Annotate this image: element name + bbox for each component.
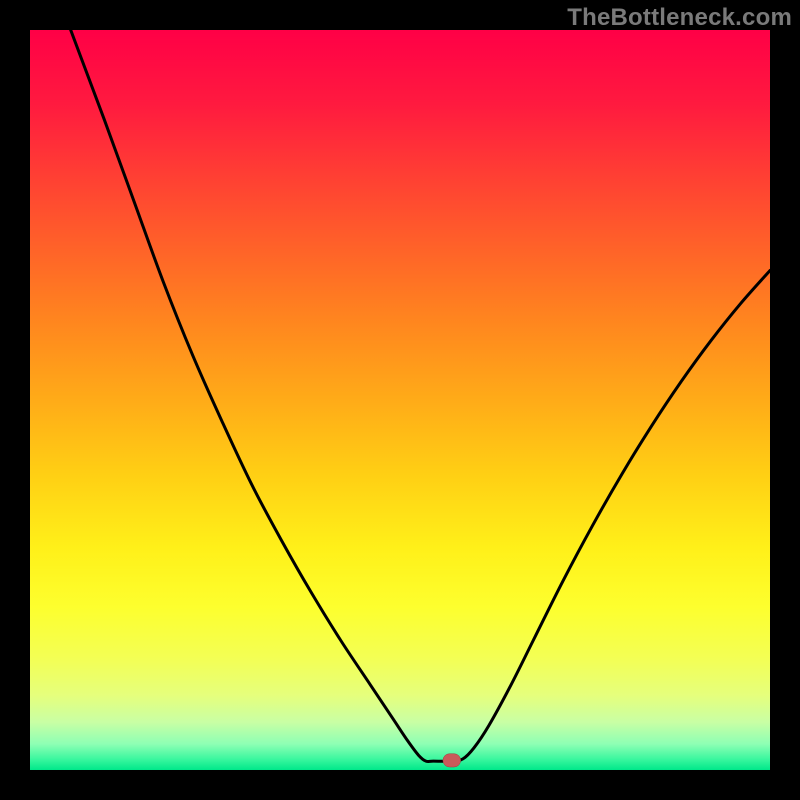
plot-area — [30, 30, 770, 770]
plot-svg — [30, 30, 770, 770]
bottleneck-chart: TheBottleneck.com — [0, 0, 800, 800]
gradient-background — [30, 30, 770, 770]
optimal-point-marker — [443, 754, 461, 767]
watermark-text: TheBottleneck.com — [567, 4, 792, 32]
